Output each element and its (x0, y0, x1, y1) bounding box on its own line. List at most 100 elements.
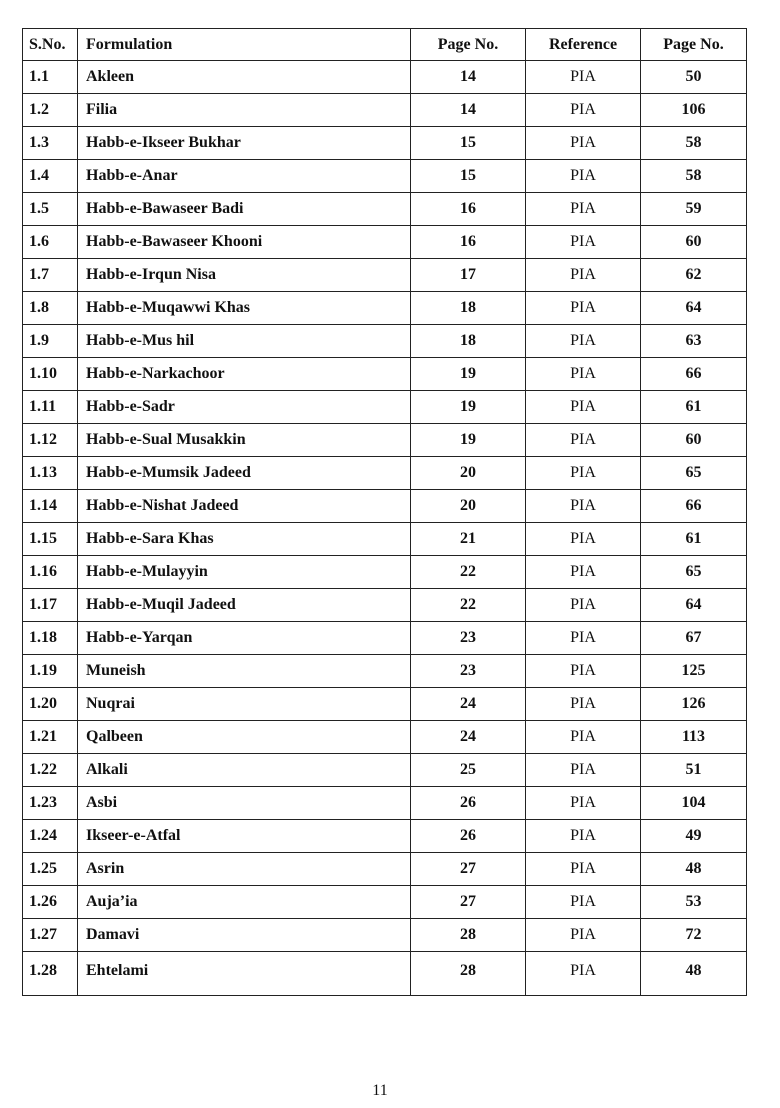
cell-reference-page-no: 125 (640, 654, 747, 688)
cell-sno: 1.2 (22, 93, 78, 127)
cell-formulation: Damavi (77, 918, 411, 952)
cell-reference: PIA (525, 60, 641, 94)
cell-reference: PIA (525, 456, 641, 490)
cell-reference: PIA (525, 258, 641, 292)
cell-reference-page-no: 60 (640, 423, 747, 457)
table-row: 1.8 Habb-e-Muqawwi Khas 18 PIA 64 (22, 291, 747, 325)
cell-reference-page-no: 49 (640, 819, 747, 853)
cell-page-no: 14 (410, 93, 526, 127)
cell-sno: 1.27 (22, 918, 78, 952)
cell-reference-page-no: 51 (640, 753, 747, 787)
cell-reference: PIA (525, 225, 641, 259)
cell-formulation: Habb-e-Nishat Jadeed (77, 489, 411, 523)
cell-sno: 1.8 (22, 291, 78, 325)
cell-reference: PIA (525, 621, 641, 655)
cell-page-no: 27 (410, 852, 526, 886)
cell-sno: 1.15 (22, 522, 78, 556)
cell-sno: 1.11 (22, 390, 78, 424)
cell-page-no: 24 (410, 687, 526, 721)
cell-page-no: 22 (410, 588, 526, 622)
cell-reference: PIA (525, 720, 641, 754)
cell-reference: PIA (525, 126, 641, 160)
cell-page-no: 23 (410, 654, 526, 688)
cell-sno: 1.16 (22, 555, 78, 589)
cell-reference-page-no: 62 (640, 258, 747, 292)
cell-reference: PIA (525, 885, 641, 919)
table-row: 1.23 Asbi 26 PIA 104 (22, 786, 747, 820)
cell-sno: 1.19 (22, 654, 78, 688)
table-row: 1.6 Habb-e-Bawaseer Khooni 16 PIA 60 (22, 225, 747, 259)
formulation-table: S.No. Formulation Page No. Reference Pag… (22, 28, 747, 996)
cell-reference-page-no: 59 (640, 192, 747, 226)
table-row: 1.3 Habb-e-Ikseer Bukhar 15 PIA 58 (22, 126, 747, 160)
cell-sno: 1.22 (22, 753, 78, 787)
cell-formulation: Habb-e-Muqil Jadeed (77, 588, 411, 622)
cell-formulation: Asrin (77, 852, 411, 886)
cell-formulation: Habb-e-Sara Khas (77, 522, 411, 556)
table-header-row: S.No. Formulation Page No. Reference Pag… (22, 28, 747, 61)
table-row: 1.28 Ehtelami 28 PIA 48 (22, 951, 747, 996)
cell-reference-page-no: 126 (640, 687, 747, 721)
cell-reference: PIA (525, 192, 641, 226)
cell-sno: 1.18 (22, 621, 78, 655)
cell-sno: 1.5 (22, 192, 78, 226)
cell-reference-page-no: 65 (640, 456, 747, 490)
table-row: 1.16 Habb-e-Mulayyin 22 PIA 65 (22, 555, 747, 589)
page-number: 11 (372, 1082, 388, 1099)
cell-reference-page-no: 65 (640, 555, 747, 589)
cell-reference-page-no: 50 (640, 60, 747, 94)
cell-formulation: Habb-e-Narkachoor (77, 357, 411, 391)
cell-reference-page-no: 66 (640, 489, 747, 523)
cell-page-no: 28 (410, 951, 526, 996)
cell-reference: PIA (525, 93, 641, 127)
cell-page-no: 22 (410, 555, 526, 589)
cell-formulation: Nuqrai (77, 687, 411, 721)
cell-reference: PIA (525, 918, 641, 952)
cell-sno: 1.14 (22, 489, 78, 523)
cell-reference-page-no: 106 (640, 93, 747, 127)
table-row: 1.25 Asrin 27 PIA 48 (22, 852, 747, 886)
cell-page-no: 23 (410, 621, 526, 655)
cell-sno: 1.13 (22, 456, 78, 490)
cell-sno: 1.26 (22, 885, 78, 919)
table-row: 1.12 Habb-e-Sual Musakkin 19 PIA 60 (22, 423, 747, 457)
cell-reference-page-no: 58 (640, 159, 747, 193)
cell-reference: PIA (525, 687, 641, 721)
cell-reference: PIA (525, 951, 641, 996)
cell-page-no: 18 (410, 291, 526, 325)
table-row: 1.17 Habb-e-Muqil Jadeed 22 PIA 64 (22, 588, 747, 622)
cell-formulation: Akleen (77, 60, 411, 94)
cell-reference-page-no: 58 (640, 126, 747, 160)
table-row: 1.4 Habb-e-Anar 15 PIA 58 (22, 159, 747, 193)
header-page-no: Page No. (410, 28, 526, 61)
cell-page-no: 20 (410, 456, 526, 490)
cell-reference: PIA (525, 654, 641, 688)
table-row: 1.15 Habb-e-Sara Khas 21 PIA 61 (22, 522, 747, 556)
cell-formulation: Qalbeen (77, 720, 411, 754)
cell-reference-page-no: 53 (640, 885, 747, 919)
cell-sno: 1.25 (22, 852, 78, 886)
table-row: 1.21 Qalbeen 24 PIA 113 (22, 720, 747, 754)
cell-page-no: 20 (410, 489, 526, 523)
cell-formulation: Habb-e-Mus hil (77, 324, 411, 358)
cell-reference: PIA (525, 489, 641, 523)
cell-reference: PIA (525, 786, 641, 820)
cell-formulation: Ikseer-e-Atfal (77, 819, 411, 853)
cell-reference-page-no: 60 (640, 225, 747, 259)
cell-reference: PIA (525, 852, 641, 886)
header-reference: Reference (525, 28, 641, 61)
cell-reference-page-no: 72 (640, 918, 747, 952)
cell-sno: 1.21 (22, 720, 78, 754)
table-row: 1.11 Habb-e-Sadr 19 PIA 61 (22, 390, 747, 424)
cell-reference: PIA (525, 522, 641, 556)
table-row: 1.14 Habb-e-Nishat Jadeed 20 PIA 66 (22, 489, 747, 523)
cell-reference-page-no: 61 (640, 390, 747, 424)
cell-formulation: Habb-e-Irqun Nisa (77, 258, 411, 292)
cell-reference-page-no: 61 (640, 522, 747, 556)
cell-formulation: Habb-e-Muqawwi Khas (77, 291, 411, 325)
cell-sno: 1.17 (22, 588, 78, 622)
cell-formulation: Ehtelami (77, 951, 411, 996)
table-row: 1.1 Akleen 14 PIA 50 (22, 60, 747, 94)
cell-sno: 1.28 (22, 951, 78, 996)
cell-sno: 1.4 (22, 159, 78, 193)
